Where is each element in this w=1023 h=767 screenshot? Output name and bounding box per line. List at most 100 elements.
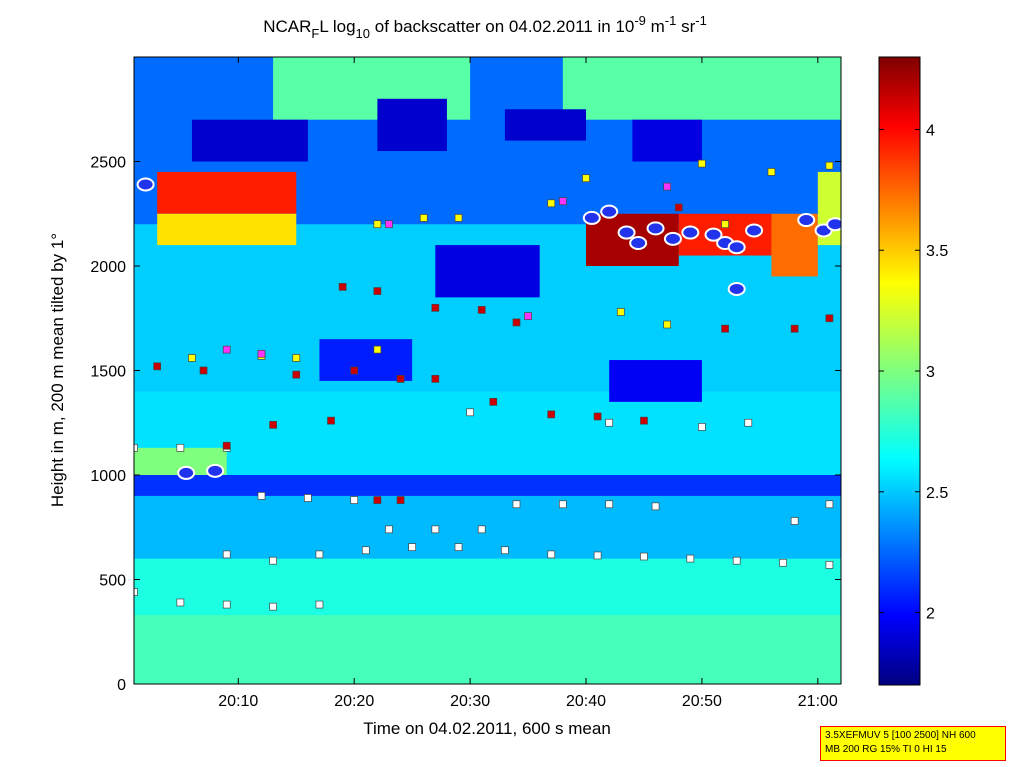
red-marker [199,366,208,375]
magenta-marker [663,182,671,191]
red-marker [640,416,648,425]
white-marker [222,550,231,559]
white-marker [605,500,614,509]
heatmap-region [134,495,841,559]
yellow-marker [373,345,382,354]
colorbar-tick-label: 2.5 [926,485,948,502]
y-tick-label: 500 [99,573,126,590]
white-marker [547,550,556,559]
heatmap-region [435,245,540,298]
cloud-layer-ellipse-marker [681,225,700,240]
cloud-layer-ellipse-marker [704,227,723,242]
cloud-layer-ellipse-marker [646,221,665,236]
colorbar-tick-label: 3.5 [926,243,948,260]
white-marker [408,543,417,551]
cloud-layer-ellipse-marker [727,240,746,255]
red-marker [373,496,382,504]
y-tick-label: 1000 [90,468,126,485]
white-marker [698,423,706,431]
white-marker [825,500,834,509]
red-marker [373,287,382,295]
heatmap-region [134,391,841,475]
colorbar-tick-label: 4 [926,122,935,139]
heatmap-region [562,57,841,120]
red-marker [338,283,347,291]
white-marker [315,600,324,609]
white-marker [501,546,509,555]
yellow-marker [582,174,590,183]
y-tick-label: 2000 [90,259,126,276]
yellow-marker [616,308,625,316]
red-marker [153,362,162,371]
heatmap-region [134,475,841,496]
white-marker [825,561,834,569]
white-marker [454,543,463,551]
marker-layer [134,159,841,611]
colorbar: 2 2.5 3 3.5 4 [878,56,948,686]
white-marker [477,525,486,534]
yellow-marker [698,159,706,168]
white-marker [558,500,567,509]
white-marker [651,502,660,511]
white-marker [790,517,799,525]
colorbar-tick-label: 2 [926,606,935,623]
white-marker [350,496,359,504]
yellow-marker [292,354,301,362]
white-marker [176,443,185,452]
cloud-layer-ellipse-marker [727,281,746,296]
x-tick-label: 20:10 [218,693,258,710]
red-marker [547,410,556,419]
cloud-layer-ellipse-marker [663,231,682,246]
info-line-2: MB 200 RG 15% TI 0 HI 15 [825,744,947,755]
white-marker [779,558,787,567]
cloud-layer-ellipse-marker [629,236,648,251]
cloud-layer-ellipse-marker [177,465,196,480]
white-marker [257,492,266,500]
red-marker [269,420,277,429]
white-marker [744,418,753,427]
x-tick-label: 21:00 [798,693,838,710]
cloud-layer-ellipse-marker [797,213,816,228]
info-line-1: 3.5XEFMUV 5 [100 2500] NH 600 [825,730,976,741]
red-marker [477,306,486,314]
heatmap-region [134,558,841,616]
chart-title: NCARFL log10 of backscatter on 04.02.201… [263,13,707,41]
white-marker [512,500,521,509]
heatmap-region [157,213,297,246]
magenta-marker [222,345,231,354]
white-marker [466,408,474,417]
x-axis: 20:10 20:20 20:30 20:40 20:50 21:00 [218,57,838,710]
white-marker [176,598,185,607]
white-marker [593,551,602,560]
red-marker [396,496,405,504]
red-marker [292,370,301,379]
white-marker [640,552,648,561]
heatmap-region [504,109,587,141]
y-axis-label: Height in m, 200 m mean tilted by 1° [48,233,67,507]
white-marker [605,418,614,427]
red-marker [350,366,359,375]
x-tick-label: 20:40 [566,693,606,710]
red-marker [489,398,498,406]
yellow-marker [373,220,382,229]
heatmap-region [191,119,308,162]
white-marker [269,556,277,565]
red-marker [593,412,602,421]
white-marker [269,602,277,611]
white-marker [222,600,231,609]
red-marker [431,303,440,312]
yellow-marker [825,161,834,170]
white-marker [732,556,741,565]
magenta-marker [385,220,393,229]
y-tick-label: 2500 [90,155,126,172]
info-box: 3.5XEFMUV 5 [100 2500] NH 600 MB 200 RG … [820,726,1006,761]
y-axis: 0 500 1000 1500 2000 2500 [90,155,841,694]
red-marker [222,441,231,450]
backscatter-heatmap [134,57,841,684]
magenta-marker [558,197,567,206]
cloud-layer-ellipse-marker [617,225,636,240]
white-marker [431,525,440,534]
yellow-marker [188,354,196,362]
white-marker [361,546,370,555]
